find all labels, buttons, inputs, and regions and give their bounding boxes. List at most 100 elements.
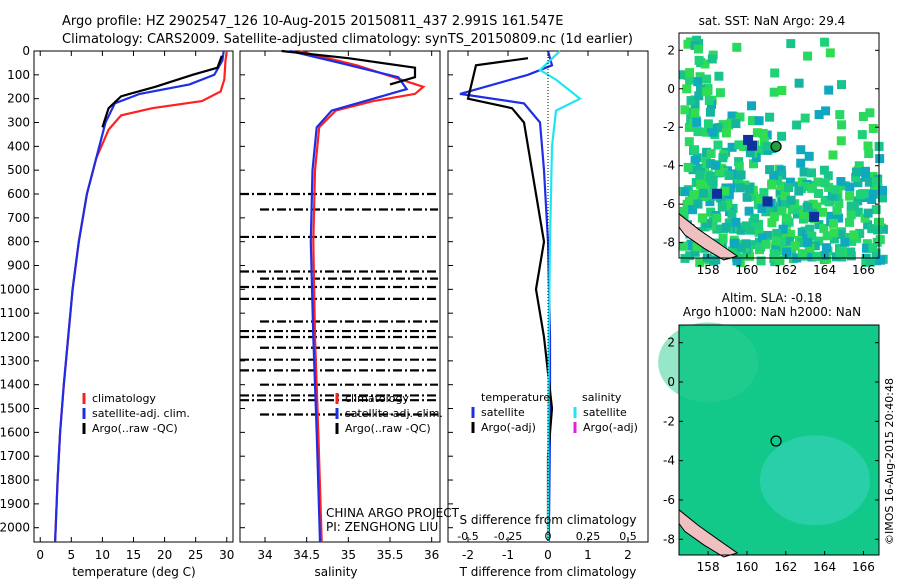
sst-pixel — [871, 177, 881, 187]
sst-pixel — [743, 251, 752, 261]
map-x-tick-label: 166 — [852, 560, 875, 574]
y-tick-label: 300 — [7, 116, 30, 130]
project-pi: PI: ZENGHONG LIU — [326, 520, 438, 534]
sst-pixel — [868, 172, 878, 181]
sst-pixel — [736, 170, 746, 180]
map-y-tick-label: -4 — [663, 159, 675, 173]
sst-pixel — [685, 68, 695, 78]
map-y-tick-label: -4 — [663, 454, 675, 468]
x-tick-label: 10 — [95, 548, 110, 562]
legend-label: Argo(..raw -QC) — [92, 422, 178, 435]
x-tick-label: 0 — [36, 548, 44, 562]
sst-pixel-cold — [809, 211, 820, 222]
sst-pixel — [864, 177, 874, 187]
legend-label: Argo(..raw -QC) — [345, 422, 431, 435]
sst-pixel — [802, 229, 811, 239]
sst-pixel — [757, 204, 767, 213]
x-tick-label: 36 — [424, 548, 439, 562]
sst-pixel — [720, 186, 730, 196]
sst-pixel — [861, 166, 870, 176]
sst-pixel — [707, 54, 717, 64]
sst-pixel — [864, 149, 874, 158]
series-line — [298, 49, 426, 543]
sst-pixel — [683, 162, 693, 172]
sst-pixel — [821, 243, 831, 253]
sst-pixel — [690, 145, 700, 155]
sst-pixel — [822, 231, 832, 241]
map-x-tick-label: 164 — [813, 560, 836, 574]
sst-pixel — [679, 212, 689, 222]
header-line-1: Argo profile: HZ 2902547_126 10-Aug-2015… — [62, 14, 564, 29]
sst-pixel — [690, 247, 700, 257]
x-tick-label: 15 — [126, 548, 141, 562]
sst-pixel — [729, 238, 739, 248]
sst-pixel — [754, 116, 764, 126]
sst-pixel — [702, 74, 711, 84]
sst-pixel — [832, 205, 842, 215]
sst-pixel — [858, 112, 868, 121]
sst-pixel — [878, 224, 888, 234]
sst-pixel — [692, 117, 702, 127]
sst-pixel — [690, 155, 700, 165]
sst-pixel — [828, 218, 838, 228]
sst-pixel — [734, 157, 744, 167]
sst-pixel — [749, 159, 758, 169]
sst-pixel — [694, 55, 704, 65]
sst-pixel — [706, 159, 716, 169]
map-x-tick-label: 162 — [774, 560, 797, 574]
sst-pixel — [747, 101, 756, 111]
series-line — [459, 50, 554, 543]
sst-pixel — [840, 237, 850, 247]
sst-pixel — [826, 211, 836, 221]
sst-pixel — [682, 84, 692, 94]
legend-label: satellite-adj. clim. — [345, 407, 443, 420]
sst-pixel — [847, 236, 857, 246]
legend-label: climatology — [345, 392, 409, 405]
y-tick-label: 1000 — [0, 282, 30, 296]
sst-pixel — [771, 236, 781, 246]
sst-pixel — [800, 113, 810, 123]
y-tick-label: 1300 — [0, 354, 30, 368]
sst-pixel — [862, 243, 871, 253]
map-x-tick-label: 158 — [697, 560, 720, 574]
sst-pixel — [683, 39, 693, 49]
sst-pixel — [762, 141, 772, 151]
sst-pixel — [752, 128, 762, 138]
sst-pixel — [776, 181, 786, 191]
sst-pixel — [758, 128, 768, 138]
sst-pixel-cold — [746, 140, 757, 151]
sst-pixel — [693, 77, 703, 87]
sst-pixel — [871, 248, 881, 258]
sst-pixel — [842, 233, 852, 242]
sst-pixel — [863, 141, 873, 151]
sst-pixel — [694, 91, 704, 101]
y-tick-label: 800 — [7, 235, 30, 249]
sst-pixel — [860, 213, 870, 223]
sst-pixel — [714, 167, 724, 177]
sst-pixel — [868, 189, 878, 199]
sst-pixel — [868, 243, 878, 253]
sst-pixel — [731, 249, 741, 259]
sst-pixel — [824, 197, 834, 207]
legend-label: Argo(-adj) — [481, 421, 536, 434]
sst-pixel — [799, 167, 809, 177]
sst-pixel — [828, 150, 838, 160]
sst-pixel — [706, 207, 716, 217]
y-tick-label: 2000 — [0, 521, 30, 535]
sst-pixel — [724, 171, 734, 180]
top-tick-label: 0 — [545, 530, 552, 543]
sst-pixel — [765, 165, 775, 175]
sst-pixel — [750, 213, 760, 223]
y-tick-label: 1800 — [0, 473, 30, 487]
sst-pixel — [744, 206, 754, 216]
sst-pixel — [784, 236, 794, 246]
sst-pixel — [680, 105, 690, 115]
sst-pixel — [807, 183, 817, 193]
sst-pixel — [865, 108, 875, 118]
sst-pixel — [726, 118, 736, 128]
sst-pixel — [823, 171, 833, 181]
sst-pixel — [705, 107, 715, 117]
sst-pixel — [718, 153, 728, 163]
sst-pixel — [855, 228, 865, 238]
